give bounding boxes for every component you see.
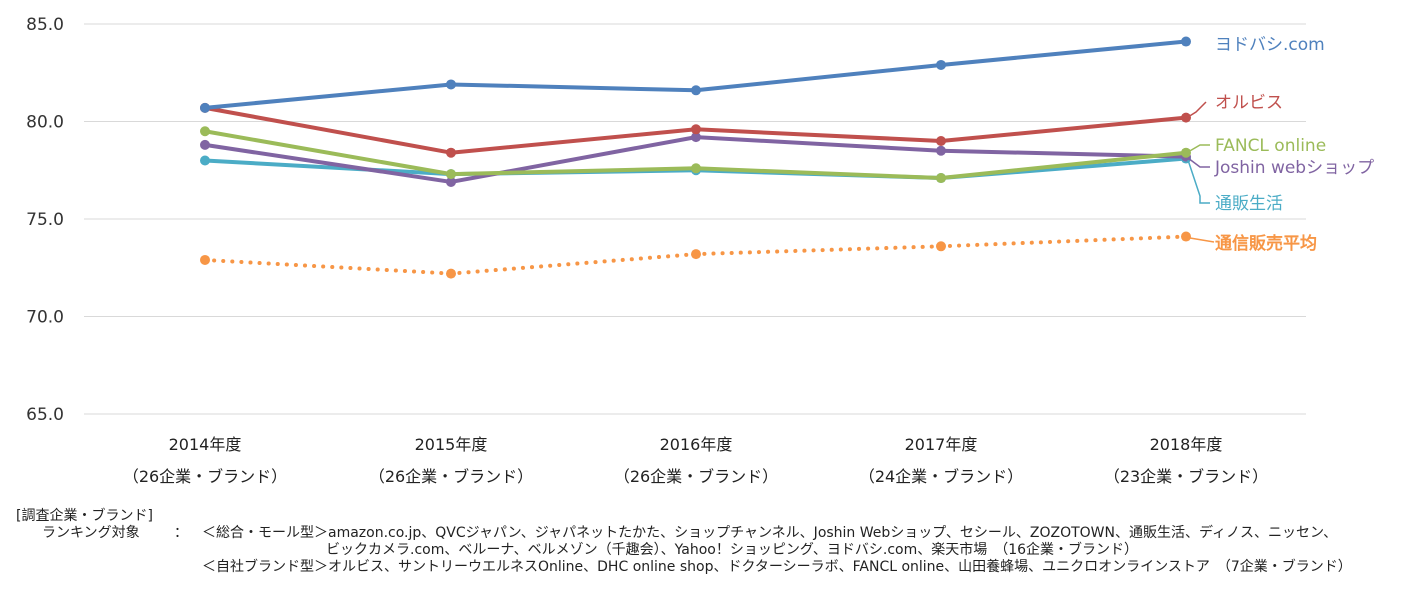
data-point [446,268,456,279]
data-point [691,249,701,260]
label-leader-line [1187,157,1210,168]
data-point [200,126,210,137]
x-category-year: 2015年度 [415,435,488,454]
series-label: Joshin webショップ [1214,158,1374,178]
series-label: オルビス [1215,93,1283,113]
survey-footer: [調査企業・ブランド] ランキング対象 ： ＜総合・モール型＞amazon.co… [16,508,1406,576]
data-point [446,147,456,158]
data-point [691,132,701,143]
label-leader-line [1189,237,1215,243]
data-point [200,102,210,113]
series-group [200,36,1191,279]
y-tick-label: 70.0 [26,308,64,328]
data-point [936,241,946,252]
y-tick-label: 85.0 [26,15,64,35]
x-category-year: 2016年度 [660,435,733,454]
data-point [200,254,210,265]
x-category-year: 2017年度 [905,435,978,454]
data-point [936,59,946,70]
data-point [936,145,946,156]
series-label: 通信販売平均 [1215,233,1317,254]
series-line [203,39,1188,110]
label-leader-line [1187,144,1210,153]
data-point [691,85,701,96]
label-leader-line [1187,159,1210,204]
ranking-colon: ： [174,525,188,541]
series-label: 通販生活 [1215,194,1283,214]
data-point [446,79,456,90]
data-point [446,169,456,180]
data-point [446,176,456,187]
general-line-2: ビックカメラ.com、ベルーナ、ベルメゾン（千趣会）、Yahoo！ショッピング、… [326,542,1139,558]
x-category-count: （24企業・ブランド） [859,467,1023,486]
x-category-count: （26企業・ブランド） [614,467,778,486]
line-chart: 85.080.075.070.065.0 2014年度（26企業・ブランド）20… [26,15,1374,486]
x-category-count: （26企業・ブランド） [369,467,533,486]
series-label: FANCL online [1215,136,1326,156]
x-category-count: （23企業・ブランド） [1104,467,1268,486]
label-leader-line [1187,101,1207,118]
x-category-year: 2018年度 [1150,435,1223,454]
data-point [691,163,701,174]
y-tick-label: 65.0 [26,405,64,425]
ranking-label: ランキング対象 [42,525,140,541]
series-label: ヨドバシ.com [1215,35,1325,55]
data-point [691,124,701,135]
general-line-1: ＜総合・モール型＞amazon.co.jp、QVCジャパン、ジャパネットたかた、… [202,525,1338,541]
data-point [200,155,210,166]
x-axis-categories: 2014年度 （26企業・ブランド） 2015年度 （26企業・ブランド） 2016年度… [123,435,1268,486]
data-point [1181,231,1191,242]
data-point [936,136,946,146]
x-category-year: 2014年度 [169,435,242,454]
data-point [200,139,210,150]
data-point [1181,147,1191,158]
y-axis-ticks: 85.0 80.0 75.0 70.0 65.0 [26,15,64,425]
y-tick-label: 75.0 [26,210,64,230]
data-point [1181,36,1191,47]
data-point [1181,112,1191,123]
data-point [936,173,946,184]
y-tick-label: 80.0 [26,113,64,133]
x-category-count: （26企業・ブランド） [123,467,287,486]
own-brand-line: ＜自社ブランド型＞オルビス、サントリーウエルネスOnline、DHC onlin… [202,559,1352,575]
footer-heading: [調査企業・ブランド] [16,508,153,524]
grid-lines [84,23,1306,415]
